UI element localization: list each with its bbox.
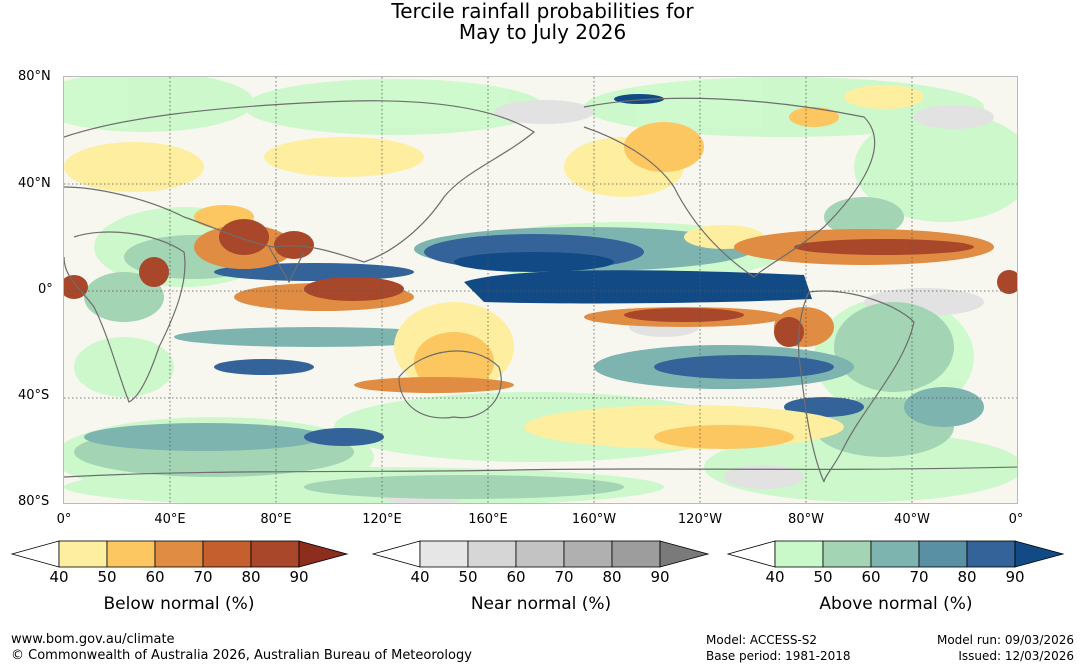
legend-above-arrow-high [1014,540,1065,568]
legend-near-arrow-high [659,540,710,568]
legend-near-tick-60: 60 [506,568,526,586]
equatorial-pacific-wet-band [454,94,812,304]
footer-base-period: Base period: 1981-2018 [706,649,851,663]
legend-near-tick-80: 80 [602,568,622,586]
footer-model-run: Model run: 09/03/2026 [936,633,1074,647]
legend-above-normal-colorbar [727,540,1065,568]
footer-issued: Issued: 12/03/2026 [958,649,1074,663]
legend-above-swatch-4 [918,540,968,568]
legend-near-normal-colorbar [372,540,710,568]
legend-below-swatch-2 [106,540,156,568]
graticule [64,77,1017,503]
map-svg [64,77,1017,503]
legend-near-swatch-2 [467,540,517,568]
lat-label-40n: 40°N [18,176,51,191]
lat-label-80n: 80°N [18,69,51,84]
footer-copyright: © Commonwealth of Australia 2026, Austra… [11,648,472,663]
legend-near-swatch-3 [515,540,565,568]
legend-above-swatch-5 [966,540,1016,568]
legend-below-normal-colorbar [11,540,349,568]
lon-label-40w: 40°W [894,512,930,527]
legend-near-tick-70: 70 [554,568,574,586]
legend-below-swatch-5 [250,540,300,568]
legend-below-arrow-low [11,540,60,568]
legend-below-tick-90: 90 [289,568,309,586]
coastlines [64,97,1017,483]
legend-below-tick-50: 50 [97,568,117,586]
legend-below-tick-80: 80 [241,568,261,586]
lon-label-160e: 160°E [468,512,508,527]
lon-label-0: 0° [56,512,72,527]
lon-label-40e: 40°E [154,512,186,527]
legend-near-swatch-5 [611,540,661,568]
legend-near-tick-40: 40 [410,568,430,586]
legend-above-swatch-1 [774,540,824,568]
footer-model: Model: ACCESS-S2 [706,633,818,647]
footer-website[interactable]: www.bom.gov.au/climate [11,632,175,647]
legend-below-tick-70: 70 [193,568,213,586]
rainfall-probability-map[interactable] [63,76,1018,504]
legend-near-swatch-1 [419,540,469,568]
lon-label-0-east: 0° [1008,512,1024,527]
legend-above-tick-70: 70 [909,568,929,586]
lat-label-40s: 40°S [18,388,50,403]
legend-below-swatch-4 [202,540,252,568]
lon-label-120w: 120°W [677,512,723,527]
legend-below-tick-60: 60 [145,568,165,586]
legend-near-arrow-low [372,540,421,568]
lon-label-80w: 80°W [788,512,824,527]
legend-title-above-normal: Above normal (%) [819,594,973,614]
legend-above-arrow-low [727,540,776,568]
map-title-line-2: May to July 2026 [458,20,627,44]
legend-near-tick-50: 50 [458,568,478,586]
lon-label-120e: 120°E [362,512,402,527]
legend-above-tick-40: 40 [765,568,785,586]
legend-above-tick-90: 90 [1005,568,1025,586]
lon-label-80e: 80°E [260,512,292,527]
legend-near-tick-90: 90 [650,568,670,586]
legend-above-tick-60: 60 [861,568,881,586]
legend-above-tick-80: 80 [957,568,977,586]
lon-label-160w: 160°W [571,512,617,527]
legend-title-near-normal: Near normal (%) [470,594,612,614]
above-normal-teal-regions [84,227,984,451]
legend-above-swatch-2 [822,540,872,568]
lat-label-80s: 80°S [18,494,50,509]
legend-near-swatch-4 [563,540,613,568]
legend-above-swatch-3 [870,540,920,568]
lat-label-0: 0° [38,282,53,297]
legend-below-arrow-high [298,540,349,568]
legend-title-below-normal: Below normal (%) [103,594,255,614]
legend-below-tick-40: 40 [49,568,69,586]
legend-below-swatch-3 [154,540,204,568]
legend-above-tick-50: 50 [813,568,833,586]
map-title-line-1: Tercile rainfall probabilities for [391,0,694,23]
legend-below-swatch-1 [58,540,108,568]
